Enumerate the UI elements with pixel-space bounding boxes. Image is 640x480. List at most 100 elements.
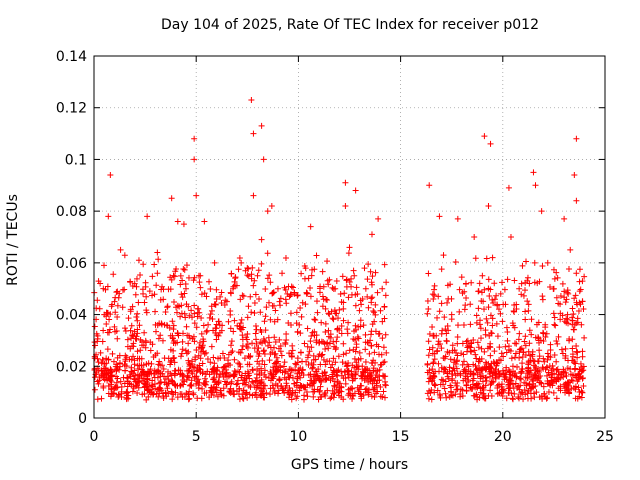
data-point: [282, 286, 289, 293]
data-point: [237, 363, 244, 370]
data-point: [480, 298, 487, 305]
data-point: [330, 285, 337, 292]
data-point: [216, 322, 223, 329]
data-point: [179, 277, 186, 284]
data-point: [493, 320, 500, 327]
data-point: [113, 384, 120, 391]
data-point: [425, 338, 432, 345]
data-point: [165, 368, 172, 375]
data-point: [233, 381, 240, 388]
data-point: [128, 368, 135, 375]
data-point: [371, 349, 378, 356]
data-point: [271, 351, 278, 358]
data-point: [377, 393, 384, 400]
data-point: [526, 371, 533, 378]
data-point: [133, 335, 140, 342]
data-point: [279, 270, 286, 277]
data-point: [542, 333, 549, 340]
data-point: [111, 323, 118, 330]
data-point: [456, 308, 463, 315]
data-point: [174, 302, 181, 309]
data-point: [310, 379, 317, 386]
data-point: [460, 321, 467, 328]
data-point: [358, 395, 365, 402]
data-point: [508, 377, 515, 384]
data-point: [579, 348, 586, 355]
data-point: [219, 350, 226, 357]
data-point: [309, 266, 316, 273]
data-point: [534, 376, 541, 383]
data-point: [353, 344, 360, 351]
data-point: [303, 290, 310, 297]
data-point: [129, 332, 136, 339]
data-point: [304, 393, 311, 400]
data-point: [249, 264, 256, 271]
data-point: [470, 336, 477, 343]
data-point: [343, 350, 350, 357]
data-point: [194, 309, 201, 316]
data-point: [339, 359, 346, 366]
data-point: [140, 261, 147, 268]
data-point: [444, 282, 451, 289]
data-point: [150, 353, 157, 360]
data-point: [296, 369, 303, 376]
data-point: [545, 353, 552, 360]
data-point: [289, 367, 296, 374]
data-point: [271, 334, 278, 341]
data-point: [482, 395, 489, 402]
data-point: [473, 319, 480, 326]
data-point: [163, 322, 170, 329]
data-point: [425, 306, 432, 313]
data-point: [192, 354, 199, 361]
data-point: [182, 314, 189, 321]
data-point: [325, 281, 332, 288]
data-point: [494, 384, 501, 391]
data-point: [440, 377, 447, 384]
data-point: [122, 327, 129, 334]
data-point: [441, 366, 448, 373]
data-point: [510, 368, 517, 375]
data-point: [157, 332, 164, 339]
data-point: [561, 294, 568, 301]
data-point: [370, 357, 377, 364]
data-point: [532, 182, 539, 189]
data-point: [151, 261, 158, 268]
data-point: [143, 307, 150, 314]
data-point: [271, 389, 278, 396]
data-point: [107, 171, 114, 178]
data-point: [246, 375, 253, 382]
data-point: [543, 395, 550, 402]
data-point: [477, 375, 484, 382]
data-point: [194, 378, 201, 385]
data-point: [550, 285, 557, 292]
data-point: [574, 301, 581, 308]
data-point: [260, 335, 267, 342]
data-point: [190, 277, 197, 284]
data-point: [236, 368, 243, 375]
data-point: [563, 387, 570, 394]
data-point: [329, 315, 336, 322]
data-point: [122, 367, 129, 374]
data-point: [179, 346, 186, 353]
data-point: [368, 342, 375, 349]
data-point: [470, 375, 477, 382]
data-point: [128, 322, 135, 329]
data-point: [505, 389, 512, 396]
data-point: [574, 315, 581, 322]
data-point: [264, 342, 271, 349]
data-point: [572, 365, 579, 372]
data-point: [112, 309, 119, 316]
data-point: [454, 379, 461, 386]
data-point: [232, 282, 239, 289]
data-point: [168, 377, 175, 384]
data-point: [236, 361, 243, 368]
data-point: [376, 330, 383, 337]
data-point: [381, 261, 388, 268]
data-point: [299, 366, 306, 373]
data-point: [162, 389, 169, 396]
data-point: [310, 361, 317, 368]
data-point: [345, 250, 352, 257]
data-point: [579, 278, 586, 285]
data-point: [188, 382, 195, 389]
data-point: [259, 357, 266, 364]
